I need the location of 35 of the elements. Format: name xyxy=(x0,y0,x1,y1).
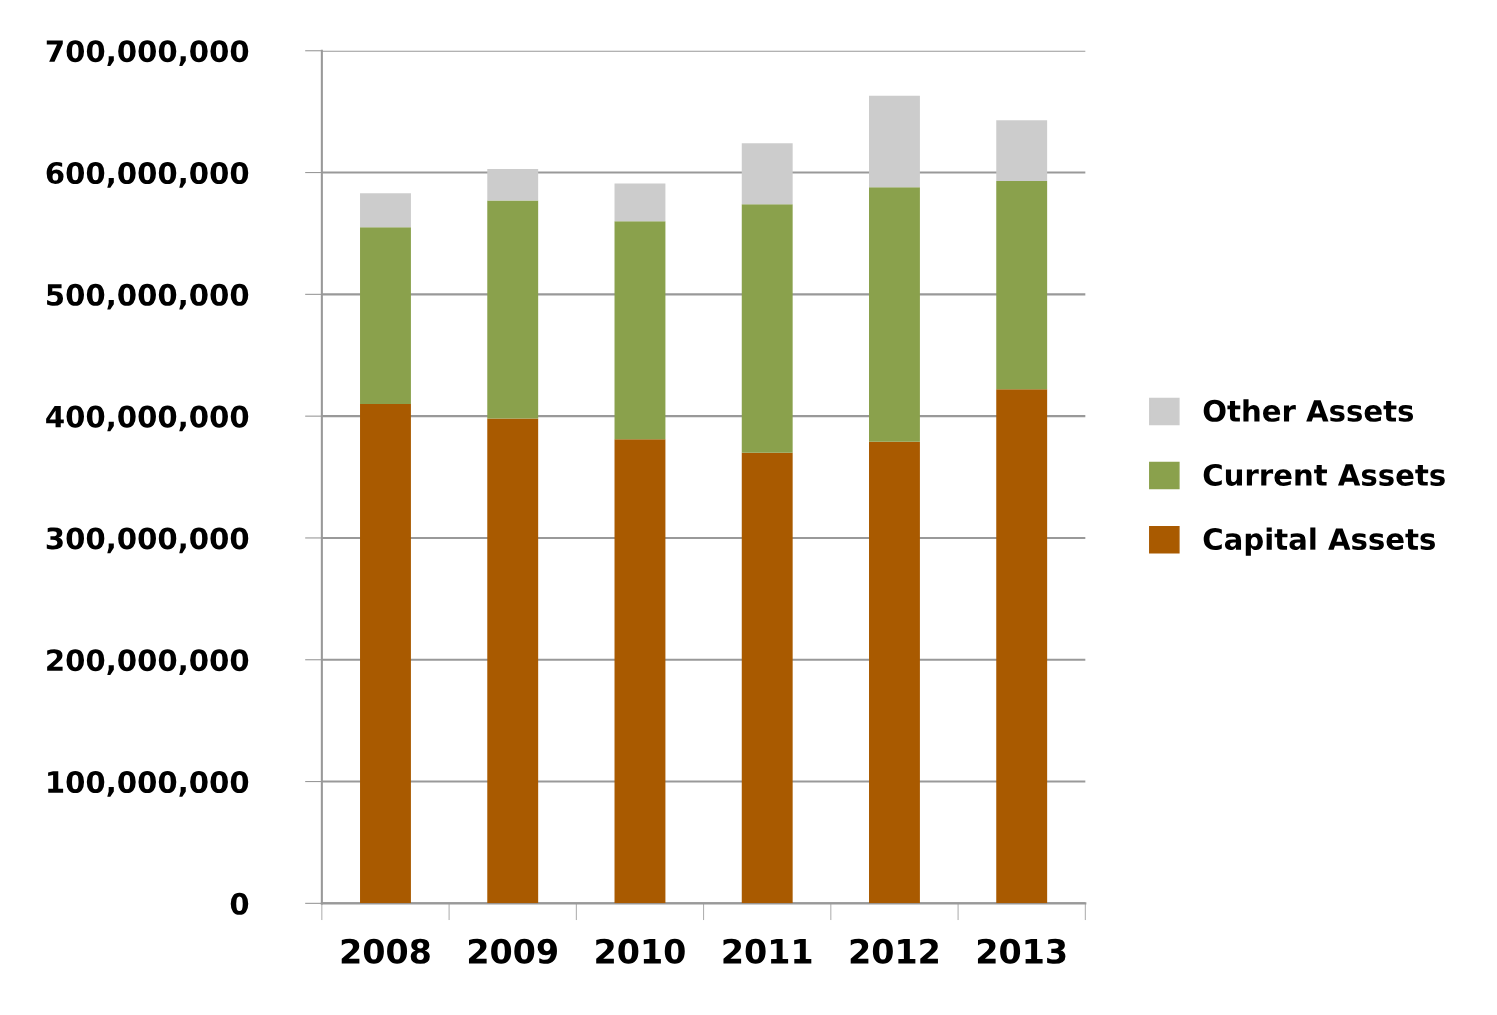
bar xyxy=(741,143,793,205)
y-tick-label: 500,000,000 xyxy=(47,283,249,310)
bar xyxy=(996,120,1048,182)
bar xyxy=(614,439,666,904)
x-tick-label: 2010 xyxy=(596,938,685,964)
bar xyxy=(741,452,793,904)
x-tick-label: 2012 xyxy=(850,938,938,964)
x-tick-label: 2011 xyxy=(723,938,812,964)
bar xyxy=(614,183,666,222)
y-tick-label: 700,000,000 xyxy=(46,40,249,66)
y-tick-label: 0 xyxy=(230,892,249,915)
y-tick-label: 200,000,000 xyxy=(47,649,249,675)
bar xyxy=(996,389,1048,904)
x-tick-label: 2008 xyxy=(341,938,430,964)
bar xyxy=(869,441,920,904)
y-tick-label: 400,000,000 xyxy=(46,405,249,432)
bar xyxy=(869,187,920,442)
bar xyxy=(487,200,539,419)
legend-label: Current Assets xyxy=(1203,463,1445,486)
bar xyxy=(614,221,666,440)
bar xyxy=(741,204,793,453)
bar xyxy=(360,403,411,904)
bar xyxy=(487,168,539,201)
y-tick-label: 600,000,000 xyxy=(46,161,249,188)
y-tick-label: 300,000,000 xyxy=(46,527,249,554)
bar xyxy=(487,418,539,904)
bar xyxy=(869,95,920,188)
bar xyxy=(360,227,411,404)
legend-label: Other Assets xyxy=(1203,399,1414,422)
y-tick-label: 100,000,000 xyxy=(48,770,249,797)
x-tick-label: 2013 xyxy=(977,938,1066,964)
legend-label: Capital Assets xyxy=(1203,527,1435,556)
bar xyxy=(360,193,411,228)
x-tick-label: 2009 xyxy=(468,938,557,964)
bar xyxy=(996,181,1048,390)
